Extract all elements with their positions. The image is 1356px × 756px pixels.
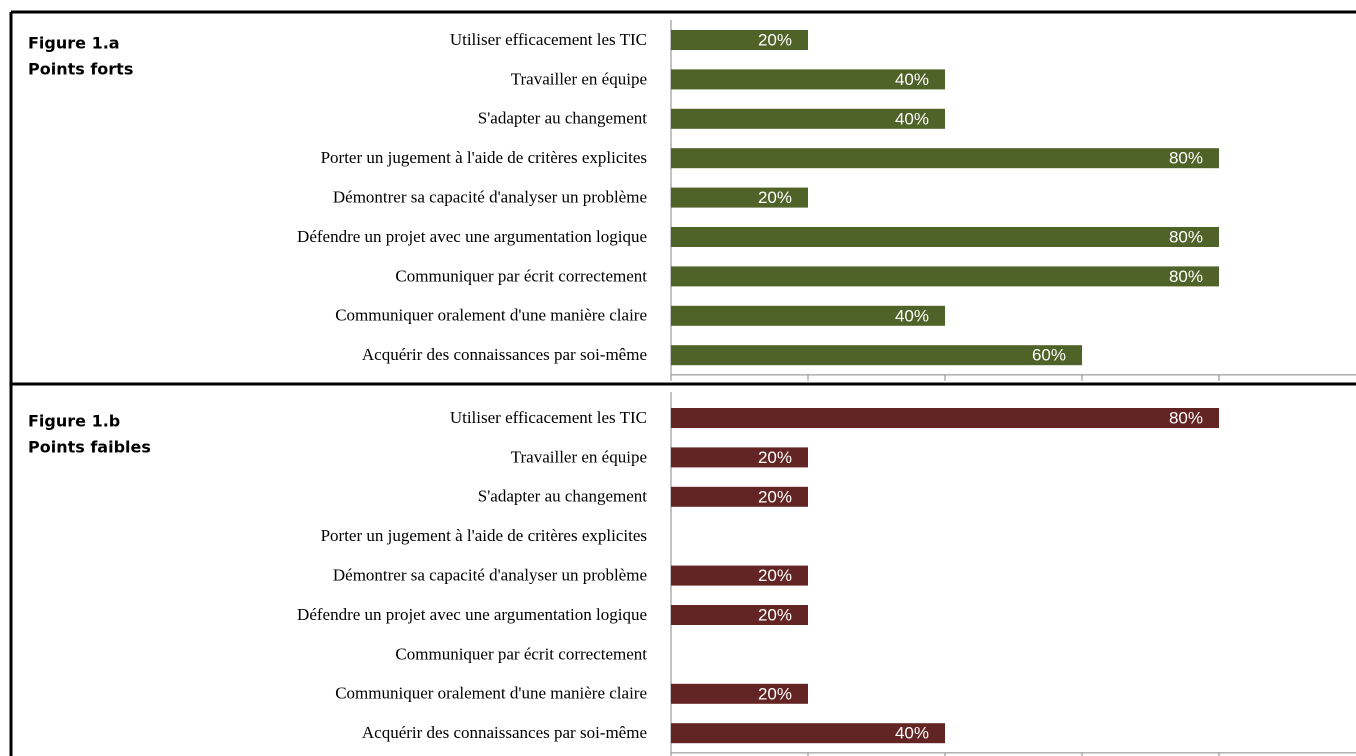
bar [671,305,945,326]
bar [671,187,808,208]
value-label: 40% [895,724,929,743]
value-label: 20% [758,684,792,703]
value-label: 20% [758,448,792,467]
value-label: 60% [1032,346,1066,365]
bar [671,266,1219,287]
bar [671,148,1219,169]
category-label: S'adapter au changement [478,109,647,128]
category-label: Porter un jugement à l'aide de critères … [321,148,647,167]
bar [671,69,945,90]
bar [671,345,1082,366]
category-label: Utiliser efficacement les TIC [450,408,647,427]
category-label: Communiquer par écrit correctement [395,644,647,663]
chart-title: Figure 1.a [28,34,120,53]
value-label: 20% [758,487,792,506]
value-label: 20% [758,605,792,624]
category-label: Communiquer par écrit correctement [395,266,647,285]
category-label: Défendre un projet avec une argumentatio… [297,227,647,246]
chart-subtitle: Points forts [28,60,133,79]
bar [671,605,808,625]
bar [671,565,808,586]
value-label: 40% [895,306,929,325]
chart-subtitle: Points faibles [28,438,151,457]
value-label: 20% [758,188,792,207]
category-label: Démontrer sa capacité d'analyser un prob… [333,566,647,585]
bar [671,723,945,744]
bar [671,108,945,129]
value-label: 40% [895,109,929,128]
value-label: 80% [1169,227,1203,246]
chart-title: Figure 1.b [28,412,120,431]
category-label: S'adapter au changement [478,487,647,506]
category-label: Communiquer oralement d'une manière clai… [335,306,647,325]
category-label: Travailler en équipe [511,69,647,88]
bar [671,408,1219,428]
value-label: 80% [1169,149,1203,168]
value-label: 20% [758,30,792,49]
value-label: 40% [895,70,929,89]
bar [671,486,808,507]
category-label: Utiliser efficacement les TIC [450,30,647,49]
bar [671,30,808,50]
category-label: Acquérir des connaissances par soi-même [362,723,647,742]
category-label: Défendre un projet avec une argumentatio… [297,605,647,624]
category-label: Acquérir des connaissances par soi-même [362,345,647,364]
category-label: Porter un jugement à l'aide de critères … [321,526,647,545]
category-label: Démontrer sa capacité d'analyser un prob… [333,188,647,207]
value-label: 80% [1169,408,1203,427]
category-label: Communiquer oralement d'une manière clai… [335,684,647,703]
bar [671,447,808,468]
bar [671,227,1219,247]
category-label: Travailler en équipe [511,447,647,466]
value-label: 80% [1169,267,1203,286]
bar [671,683,808,704]
value-label: 20% [758,566,792,585]
